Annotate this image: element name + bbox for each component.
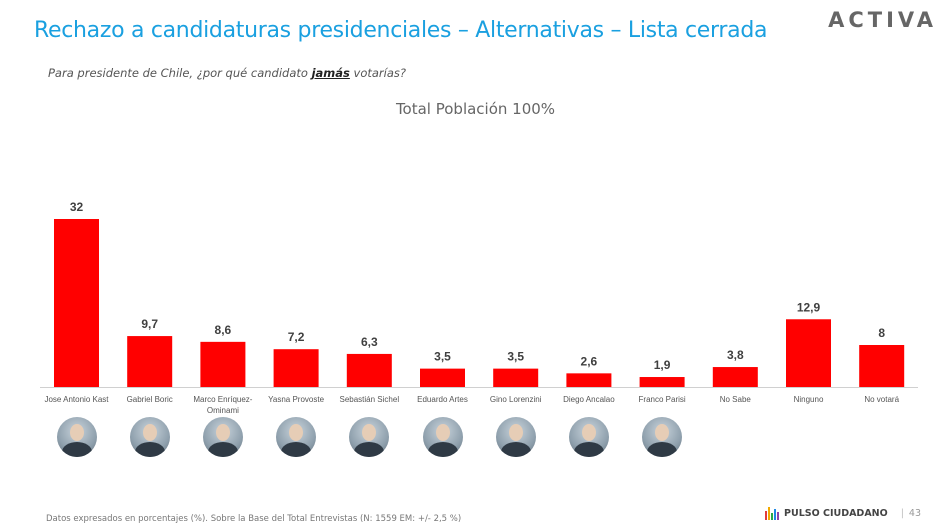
bar-1 (127, 336, 173, 387)
portrait-shoulders (354, 442, 385, 457)
question-text-after: votarías? (349, 66, 406, 80)
question-text-before: Para presidente de Chile, ¿por qué candi… (48, 66, 312, 80)
chart-title: Total Población 100% (395, 100, 556, 118)
data-label-3: 7,2 (288, 330, 305, 344)
portrait-shoulders (281, 442, 312, 457)
pulso-logo-text: PULSO CIUDADANO (784, 508, 888, 519)
bar-5 (420, 368, 465, 387)
portrait-shoulders (134, 442, 165, 457)
bar-10 (786, 319, 831, 387)
candidate-portrait-icon (56, 417, 97, 457)
candidate-portrait-icon (276, 417, 317, 457)
bar-6 (493, 368, 539, 387)
category-label-1: Gabriel Boric (127, 395, 173, 404)
pulso-ciudadano-logo: PULSO CIUDADANO | 43 (765, 507, 921, 520)
bar-11 (859, 345, 905, 387)
portrait-shoulders (427, 442, 458, 457)
page-title: Rechazo a candidaturas presidenciales – … (34, 18, 768, 43)
candidate-portrait-icon (568, 417, 609, 457)
portrait-shoulders (500, 442, 531, 457)
category-label-0: Jose Antonio Kast (44, 395, 109, 404)
bar-2 (200, 341, 246, 387)
portrait-face (508, 424, 523, 441)
category-label-8: Franco Parisi (639, 395, 686, 404)
portrait-face (581, 424, 596, 441)
data-label-7: 2,6 (581, 354, 598, 368)
data-label-11: 8 (878, 326, 885, 340)
category-label-9: No Sabe (720, 395, 752, 404)
portrait-shoulders (573, 442, 604, 457)
data-label-5: 3,5 (434, 350, 451, 364)
portrait-shoulders (61, 442, 92, 457)
bar-3 (273, 349, 319, 387)
survey-question: Para presidente de Chile, ¿por qué candi… (48, 66, 406, 80)
data-label-2: 8,6 (215, 323, 232, 337)
portrait-shoulders (207, 442, 238, 457)
bar-9 (712, 367, 758, 387)
data-label-0: 32 (70, 200, 84, 214)
portrait-face (435, 424, 450, 441)
bar-8 (639, 377, 685, 387)
portrait-face (655, 424, 670, 441)
candidate-portrait-icon (495, 417, 536, 457)
category-label-2: Marco Enríquez-Ominami (193, 395, 252, 415)
bar-4 (346, 353, 392, 387)
candidate-portrait-icon (129, 417, 170, 457)
category-label-10: Ninguno (794, 395, 824, 404)
footer-note: Datos expresados en porcentajes (%). Sob… (46, 514, 462, 524)
category-label-3: Yasna Provoste (268, 395, 324, 404)
category-label-6: Gino Lorenzini (490, 395, 542, 404)
data-label-6: 3,5 (507, 350, 524, 364)
bar-chart: 32 Jose Antonio Kast 9,7 Gabriel Boric 8,6 Ma… (40, 200, 918, 415)
category-label-11: No votará (864, 395, 899, 404)
candidate-photo-row (0, 415, 951, 459)
data-label-9: 3,8 (727, 348, 744, 362)
candidate-portrait-icon (422, 417, 463, 457)
candidate-portrait-icon (349, 417, 390, 457)
page-number: 43 (908, 508, 921, 519)
portrait-face (215, 424, 230, 441)
category-label-4: Sebastián Sichel (340, 395, 400, 404)
portrait-face (362, 424, 377, 441)
data-label-1: 9,7 (141, 317, 158, 331)
pulso-logo-icon (765, 507, 780, 520)
candidate-portrait-icon (642, 417, 683, 457)
portrait-face (142, 424, 157, 441)
data-label-10: 12,9 (797, 300, 821, 314)
activa-logo: ACTIVA (828, 8, 937, 32)
question-emphasis: jamás (311, 66, 350, 80)
portrait-face (69, 424, 84, 441)
bar-7 (566, 373, 612, 387)
bar-0 (54, 219, 99, 387)
portrait-shoulders (647, 442, 678, 457)
candidate-portrait-icon (202, 417, 243, 457)
portrait-face (289, 424, 304, 441)
data-label-8: 1,9 (654, 358, 671, 372)
category-label-7: Diego Ancalao (563, 395, 615, 404)
category-label-5: Eduardo Artes (417, 395, 468, 404)
data-label-4: 6,3 (361, 335, 378, 349)
footer-separator: | (900, 508, 904, 519)
